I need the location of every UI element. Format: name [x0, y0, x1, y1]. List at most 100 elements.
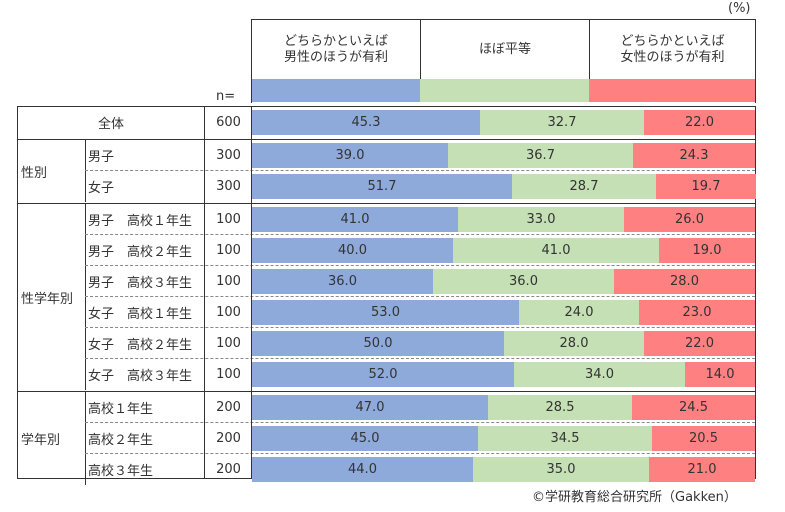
bar-segment-male-advantage: 53.0: [252, 300, 519, 325]
row-label: 高校１年生: [88, 402, 154, 417]
data-label: 34.5: [550, 431, 580, 446]
bar-segment-female-advantage: 28.0: [614, 269, 755, 294]
bar-segment-female-advantage: 26.0: [624, 207, 755, 232]
data-label: 32.7: [547, 115, 577, 130]
row-separator: [85, 265, 755, 266]
bar-segment-male-advantage: 47.0: [252, 395, 488, 420]
data-label: 36.0: [328, 274, 357, 289]
row-separator: [85, 422, 755, 423]
data-label: 35.0: [546, 462, 576, 477]
row-label: 男子 高校１年生: [88, 214, 193, 229]
row-separator: [85, 296, 755, 297]
row-n-value: 200: [216, 431, 241, 446]
data-label: 45.0: [350, 431, 380, 446]
data-label: 28.7: [569, 179, 599, 194]
legend-header: どちらかといえば 男性のほうが有利 ほぼ平等 どちらかといえば 女性のほうが有利: [251, 19, 756, 103]
data-label: 19.7: [691, 179, 721, 194]
row-label: 女子 高校１年生: [88, 307, 193, 322]
data-label: 28.5: [545, 400, 575, 415]
bar-segment-equal: 35.0: [473, 457, 649, 482]
data-label: 24.3: [679, 148, 709, 163]
data-label: 40.0: [338, 243, 367, 258]
legend-swatch-male-advantage: [252, 79, 420, 102]
bar-segment-equal: 41.0: [453, 238, 659, 263]
row-label: 女子: [88, 181, 115, 196]
row-n-value: 100: [216, 336, 241, 351]
legend-label-line1: どちらかといえば: [283, 33, 388, 49]
row-n-value: 200: [216, 462, 241, 477]
bar-segment-equal: 36.0: [433, 269, 614, 294]
bar-segment-equal: 24.0: [519, 300, 639, 325]
row-label: 男子 高校２年生: [88, 245, 193, 260]
bar-segment-female-advantage: 19.7: [656, 174, 756, 199]
row-n-value: 300: [216, 148, 241, 163]
legend-swatch-equal: [420, 79, 589, 102]
bar-segment-equal: 28.7: [512, 174, 656, 199]
bar-segment-equal: 32.7: [480, 110, 644, 135]
table-divider: [204, 107, 205, 478]
data-label: 44.0: [348, 462, 377, 477]
data-label: 36.0: [509, 274, 538, 289]
data-label: 36.7: [526, 148, 555, 163]
bar-segment-female-advantage: 22.0: [644, 110, 755, 135]
data-label: 24.5: [679, 400, 708, 415]
row-separator: [85, 358, 755, 359]
bar-segment-equal: 28.0: [504, 331, 644, 356]
bar-segment-equal: 33.0: [458, 207, 624, 232]
legend-label-line2: 男性のほうが有利: [283, 49, 388, 65]
row-label: 女子 高校２年生: [88, 338, 193, 353]
bar-segment-equal: 34.0: [514, 362, 685, 387]
n-header: n=: [216, 89, 236, 104]
data-label: 41.0: [340, 212, 370, 227]
data-label: 28.0: [559, 336, 589, 351]
data-label: 45.3: [351, 115, 381, 130]
bar-segment-male-advantage: 51.7: [252, 174, 512, 199]
bar-segment-male-advantage: 45.3: [252, 110, 480, 135]
row-n-value: 100: [216, 305, 241, 320]
row-separator: [85, 453, 755, 454]
bar-segment-female-advantage: 24.5: [632, 395, 755, 420]
bar-segment-male-advantage: 52.0: [252, 362, 514, 387]
row-n-value: 600: [216, 115, 241, 130]
data-label: 50.0: [363, 336, 393, 351]
legend-swatch-female-advantage: [589, 79, 755, 102]
data-label: 21.0: [687, 462, 717, 477]
data-label: 47.0: [355, 400, 385, 415]
table-divider: [85, 140, 86, 202]
table-divider: [85, 392, 86, 485]
bar-segment-female-advantage: 22.0: [644, 331, 755, 356]
table-divider: [18, 391, 755, 392]
group-label: 性別: [21, 165, 48, 181]
bar-segment-equal: 28.5: [488, 395, 632, 420]
bar-segment-female-advantage: 23.0: [639, 300, 755, 325]
row-separator: [85, 234, 755, 235]
data-label: 41.0: [541, 243, 571, 258]
bar-segment-male-advantage: 44.0: [252, 457, 473, 482]
data-label: 33.0: [526, 212, 556, 227]
group-label: 性学年別: [21, 291, 74, 307]
row-n-value: 200: [216, 400, 241, 415]
data-label: 14.0: [705, 367, 735, 382]
data-label: 28.0: [670, 274, 699, 289]
bar-segment-male-advantage: 36.0: [252, 269, 433, 294]
data-label: 19.0: [692, 243, 722, 258]
table-divider: [18, 203, 755, 204]
copyright: ©学研教育総合研究所（Gakken）: [532, 490, 737, 505]
row-separator: [85, 170, 755, 171]
unit-label: (%): [728, 1, 751, 16]
data-label: 53.0: [371, 305, 400, 320]
row-n-value: 300: [216, 179, 241, 194]
bar-segment-female-advantage: 21.0: [649, 457, 755, 482]
bar-segment-male-advantage: 39.0: [252, 143, 448, 168]
legend-item-female-advantage: どちらかといえば 女性のほうが有利: [589, 20, 755, 79]
bar-segment-female-advantage: 24.3: [633, 143, 755, 168]
row-label: 女子 高校３年生: [88, 369, 193, 384]
legend-item-male-advantage: どちらかといえば 男性のほうが有利: [252, 20, 420, 79]
data-label: 39.0: [335, 148, 365, 163]
row-label: 全体: [97, 117, 124, 132]
data-label: 22.0: [685, 115, 714, 130]
row-n-value: 100: [216, 367, 241, 382]
data-label: 24.0: [564, 305, 594, 320]
bar-segment-female-advantage: 14.0: [685, 362, 755, 387]
table-divider: [18, 139, 755, 140]
